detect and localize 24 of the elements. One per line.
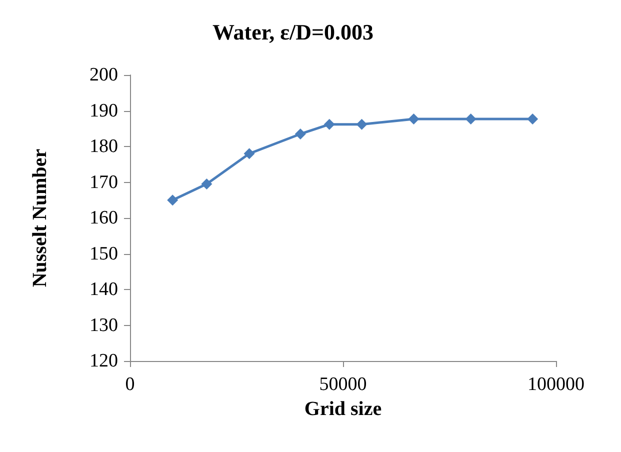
x-tick-label: 50000: [319, 374, 367, 395]
point: [294, 128, 306, 140]
point: [527, 113, 538, 124]
y-tick-label: 160: [90, 208, 118, 228]
point: [201, 178, 212, 190]
x-tick-label: 0: [125, 374, 135, 395]
y-tick-label: 180: [90, 136, 118, 157]
x-tick-label: 100000: [528, 374, 584, 395]
point: [167, 194, 178, 206]
y-tick-label: 170: [90, 172, 118, 193]
point: [244, 148, 255, 160]
y-tick-label: 140: [90, 279, 118, 300]
y-tick-label: 120: [90, 350, 118, 372]
x-axis-title: Grid size: [304, 398, 382, 420]
y-tick-label: 150: [90, 243, 118, 264]
chart-title: Water, ε/D=0.003: [212, 20, 374, 44]
y-axis-title: Nusselt Number: [29, 148, 51, 288]
y-tick-label: 200: [90, 64, 118, 86]
point: [465, 113, 476, 124]
point: [356, 118, 368, 130]
point: [408, 113, 420, 124]
y-tick-label: 190: [90, 100, 118, 122]
y-tick-label: 130: [90, 314, 118, 336]
point: [324, 118, 335, 130]
